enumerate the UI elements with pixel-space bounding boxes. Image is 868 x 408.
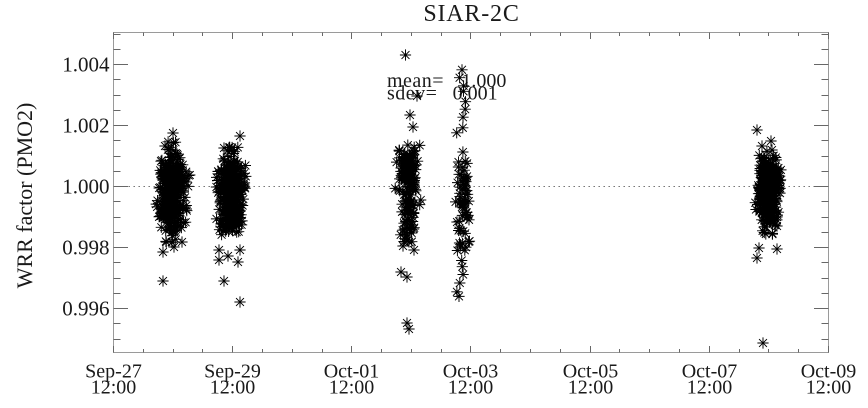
- svg-text:Oct-07: Oct-07: [682, 361, 738, 383]
- svg-text:SIAR-2C: SIAR-2C: [423, 1, 519, 27]
- svg-text:0.998: 0.998: [62, 236, 109, 260]
- svg-text:WRR factor (PMO2): WRR factor (PMO2): [12, 103, 37, 289]
- svg-text:Sep-29: Sep-29: [204, 361, 261, 383]
- svg-text:Oct-09: Oct-09: [801, 361, 857, 383]
- svg-text:12:00: 12:00: [210, 377, 256, 399]
- svg-text:Oct-01: Oct-01: [324, 361, 380, 383]
- svg-text:0.996: 0.996: [62, 297, 109, 321]
- svg-text:Oct-05: Oct-05: [563, 361, 619, 383]
- svg-text:sdev=: sdev=: [387, 83, 437, 105]
- svg-text:12:00: 12:00: [687, 377, 733, 399]
- svg-text:mean=: mean=: [387, 70, 444, 92]
- svg-text:12:00: 12:00: [329, 377, 375, 399]
- svg-text:12:00: 12:00: [448, 377, 494, 399]
- svg-text:12:00: 12:00: [91, 377, 137, 399]
- svg-text:12:00: 12:00: [806, 377, 852, 399]
- svg-text:1.000: 1.000: [62, 175, 109, 199]
- svg-text:1.000: 1.000: [461, 70, 506, 92]
- svg-text:Oct-03: Oct-03: [443, 361, 499, 383]
- svg-text:1.004: 1.004: [62, 53, 110, 77]
- svg-text:12:00: 12:00: [568, 377, 614, 399]
- svg-text:Sep-27: Sep-27: [85, 361, 142, 383]
- svg-text:1.002: 1.002: [62, 114, 109, 138]
